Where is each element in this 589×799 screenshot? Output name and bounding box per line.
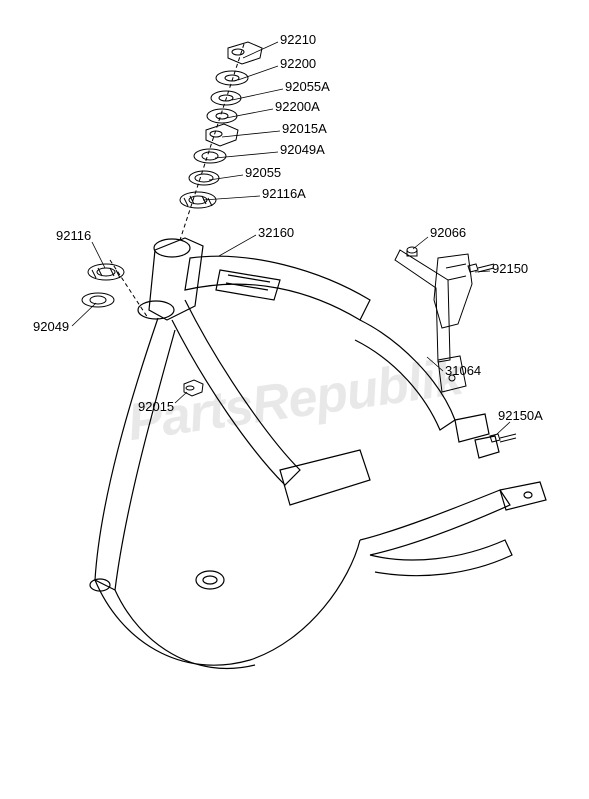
label-92049A: 92049A	[280, 142, 325, 157]
label-92015: 92015	[138, 399, 174, 414]
diagram-svg	[0, 0, 589, 799]
label-92055: 92055	[245, 165, 281, 180]
label-92116A: 92116A	[262, 186, 306, 201]
label-92150: 92150	[492, 261, 528, 276]
label-92015A: 92015A	[282, 121, 327, 136]
label-92066: 92066	[430, 225, 466, 240]
label-92150A: 92150A	[498, 408, 543, 423]
parts-diagram-container: PartsRepublik	[0, 0, 589, 799]
label-32160: 32160	[258, 225, 294, 240]
label-92210: 92210	[280, 32, 316, 47]
label-92055A: 92055A	[285, 79, 330, 94]
label-31064: 31064	[445, 363, 481, 378]
label-92200: 92200	[280, 56, 316, 71]
label-92049: 92049	[33, 319, 69, 334]
label-92116: 92116	[56, 228, 91, 243]
label-92200A: 92200A	[275, 99, 320, 114]
